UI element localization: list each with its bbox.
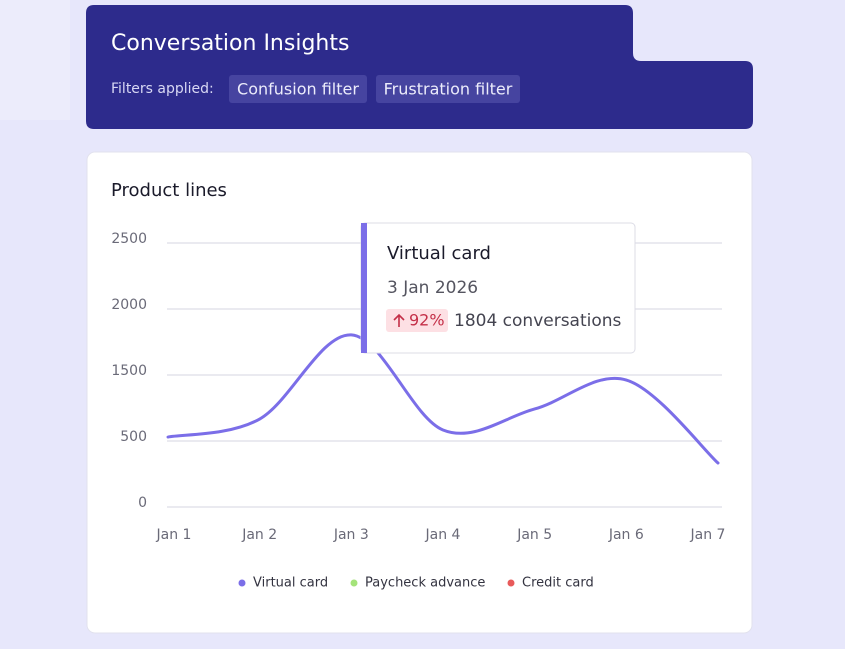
chart-title: Product lines xyxy=(111,180,227,201)
filter-chip-label[interactable]: Confusion filter xyxy=(237,80,359,99)
header-title: Conversation Insights xyxy=(111,31,349,56)
legend-swatch xyxy=(238,579,246,587)
series-line xyxy=(166,333,720,465)
legend-label: Credit card xyxy=(522,576,594,591)
legend-swatch xyxy=(350,579,358,587)
header-panel xyxy=(86,5,753,129)
tooltip-detail: 1804 conversations xyxy=(454,311,622,331)
y-tick-label: 2500 xyxy=(111,231,147,247)
y-tick-label: 2000 xyxy=(111,297,147,313)
legend-label: Virtual card xyxy=(253,576,328,591)
x-tick-label: Jan 6 xyxy=(608,527,644,543)
change-value: 92% xyxy=(409,311,445,330)
x-tick-label: Jan 3 xyxy=(333,527,369,543)
x-tick-label: Jan 2 xyxy=(241,527,277,543)
filter-chip[interactable] xyxy=(229,75,367,103)
change-chip xyxy=(386,309,448,332)
x-tick-label: Jan 5 xyxy=(516,527,552,543)
x-tick-label: Jan 4 xyxy=(425,527,461,543)
filter-chip[interactable] xyxy=(376,75,520,103)
tooltip-date: 3 Jan 2026 xyxy=(387,278,478,298)
x-tick-label: Jan 1 xyxy=(156,527,192,543)
legend-swatch xyxy=(507,579,515,587)
tooltip-accent xyxy=(361,223,367,353)
y-tick-label: 0 xyxy=(138,495,147,511)
x-tick-label: Jan 7 xyxy=(690,527,726,543)
filters-label: Filters applied: xyxy=(111,81,214,97)
filter-chip-label[interactable]: Frustration filter xyxy=(384,80,513,99)
plot: 0 500 1500 2000 2500 Jan 1 Jan 2 Jan 3 Jan 4 Jan … xyxy=(111,231,725,591)
legend-label: Paycheck advance xyxy=(365,576,485,591)
tooltip-title: Virtual card xyxy=(387,243,491,264)
up-arrow-icon xyxy=(393,313,405,327)
tooltip: Virtual card 3 Jan 2026 92% 1804 convers… xyxy=(360,222,636,354)
backdrop xyxy=(0,0,70,120)
y-tick-label: 1500 xyxy=(111,363,147,379)
y-tick-label: 500 xyxy=(120,429,147,445)
